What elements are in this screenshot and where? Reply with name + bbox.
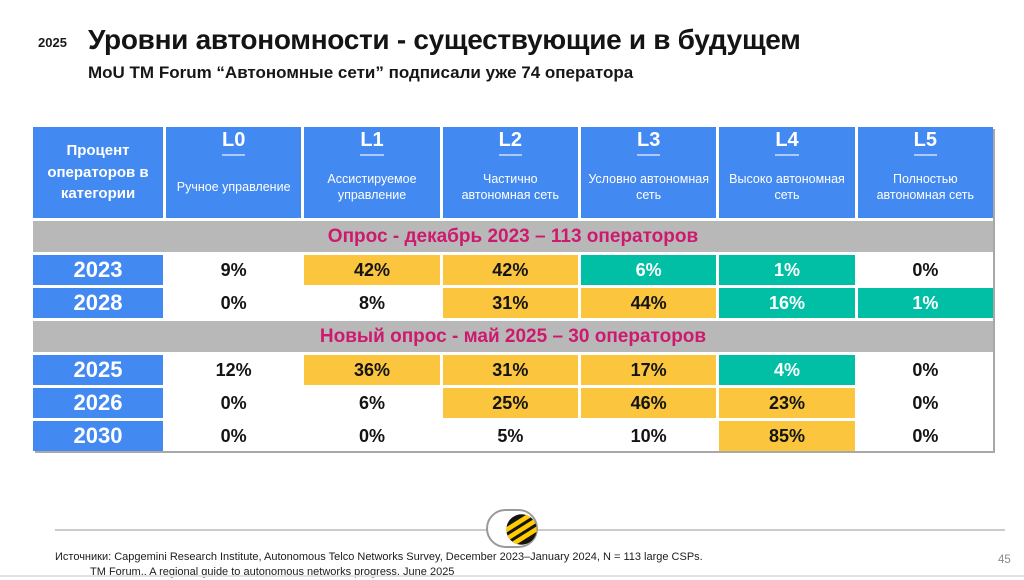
year-cell-2023: 2023 — [33, 255, 163, 285]
section-header-survey-2023: Опрос - декабрь 2023 – 113 операторов — [33, 221, 993, 252]
level-label: Ассистируемое управление — [327, 171, 417, 202]
value-cell-2025-l0: 12% — [166, 355, 302, 385]
level-header-l1: L1 Ассистируемое управление — [304, 127, 440, 218]
value-cell-2028-l2: 31% — [442, 288, 578, 318]
level-label: Условно автономная сеть — [588, 171, 709, 202]
value-cell-2023-l3: 6% — [580, 255, 717, 285]
value-cell-2030-l1: 0% — [304, 421, 440, 451]
level-label: Частично автономная сеть — [461, 171, 560, 202]
value-cell-2026-l3: 46% — [580, 388, 717, 418]
page-number: 45 — [998, 554, 1011, 566]
value-cell-2030-l2: 5% — [442, 421, 578, 451]
value-cell-2025-l4: 4% — [719, 355, 855, 385]
year-cell-2030: 2030 — [33, 421, 163, 451]
autonomy-levels-table: Процент операторов в категории L0 Ручное… — [33, 127, 993, 451]
beeline-ball-icon — [506, 514, 537, 545]
value-cell-2023-l1: 42% — [304, 255, 440, 285]
year-cell-2026: 2026 — [33, 388, 163, 418]
page-title: Уровни автономности - существующие и в б… — [88, 24, 801, 55]
level-label: Ручное управление — [176, 179, 291, 194]
level-header-l4: L4 Высоко автономная сеть — [719, 127, 855, 218]
table-corner-header: Процент операторов в категории — [33, 127, 163, 218]
source-line-1: Источники: Capgemini Research Institute,… — [55, 551, 703, 563]
section-header-survey-2025: Новый опрос - май 2025 – 30 операторов — [33, 321, 993, 352]
level-code: L5 — [913, 127, 937, 156]
value-cell-2026-l0: 0% — [166, 388, 302, 418]
level-header-l3: L3 Условно автономная сеть — [580, 127, 717, 218]
value-cell-2025-l1: 36% — [304, 355, 440, 385]
value-cell-2026-l1: 6% — [304, 388, 440, 418]
value-cell-2023-l0: 9% — [166, 255, 302, 285]
value-cell-2025-l5: 0% — [857, 355, 993, 385]
value-cell-2030-l3: 10% — [580, 421, 717, 451]
level-header-l5: L5 Полностью автономная сеть — [857, 127, 993, 218]
value-cell-2023-l4: 1% — [719, 255, 855, 285]
value-cell-2028-l5: 1% — [857, 288, 993, 318]
level-code: L3 — [636, 127, 661, 156]
value-cell-2028-l3: 44% — [580, 288, 717, 318]
value-cell-2028-l4: 16% — [719, 288, 855, 318]
slide-year-label: 2025 — [38, 35, 67, 50]
bottom-edge-line — [0, 575, 1024, 577]
value-cell-2030-l5: 0% — [857, 421, 993, 451]
level-code: L4 — [775, 127, 799, 156]
beeline-logo — [486, 509, 538, 548]
level-header-l0: L0 Ручное управление — [166, 127, 302, 218]
value-cell-2023-l5: 0% — [857, 255, 993, 285]
value-cell-2025-l2: 31% — [442, 355, 578, 385]
year-cell-2028: 2028 — [33, 288, 163, 318]
level-label: Высоко автономная сеть — [729, 171, 845, 202]
level-code: L2 — [498, 127, 522, 156]
value-cell-2030-l0: 0% — [166, 421, 302, 451]
level-header-l2: L2 Частично автономная сеть — [442, 127, 578, 218]
year-cell-2025: 2025 — [33, 355, 163, 385]
level-code: L1 — [360, 127, 384, 156]
value-cell-2026-l2: 25% — [442, 388, 578, 418]
value-cell-2028-l0: 0% — [166, 288, 302, 318]
value-cell-2030-l4: 85% — [719, 421, 855, 451]
value-cell-2026-l4: 23% — [719, 388, 855, 418]
value-cell-2028-l1: 8% — [304, 288, 440, 318]
page-subtitle: MoU TM Forum “Автономные сети” подписали… — [88, 63, 634, 82]
source-note: Источники: Capgemini Research Institute,… — [55, 550, 703, 580]
level-code: L0 — [221, 127, 246, 156]
source-line-2: TM Forum.. A regional guide to autonomou… — [90, 565, 455, 578]
level-label: Полностью автономная сеть — [876, 171, 975, 202]
value-cell-2025-l3: 17% — [580, 355, 717, 385]
value-cell-2023-l2: 42% — [442, 255, 578, 285]
value-cell-2026-l5: 0% — [857, 388, 993, 418]
